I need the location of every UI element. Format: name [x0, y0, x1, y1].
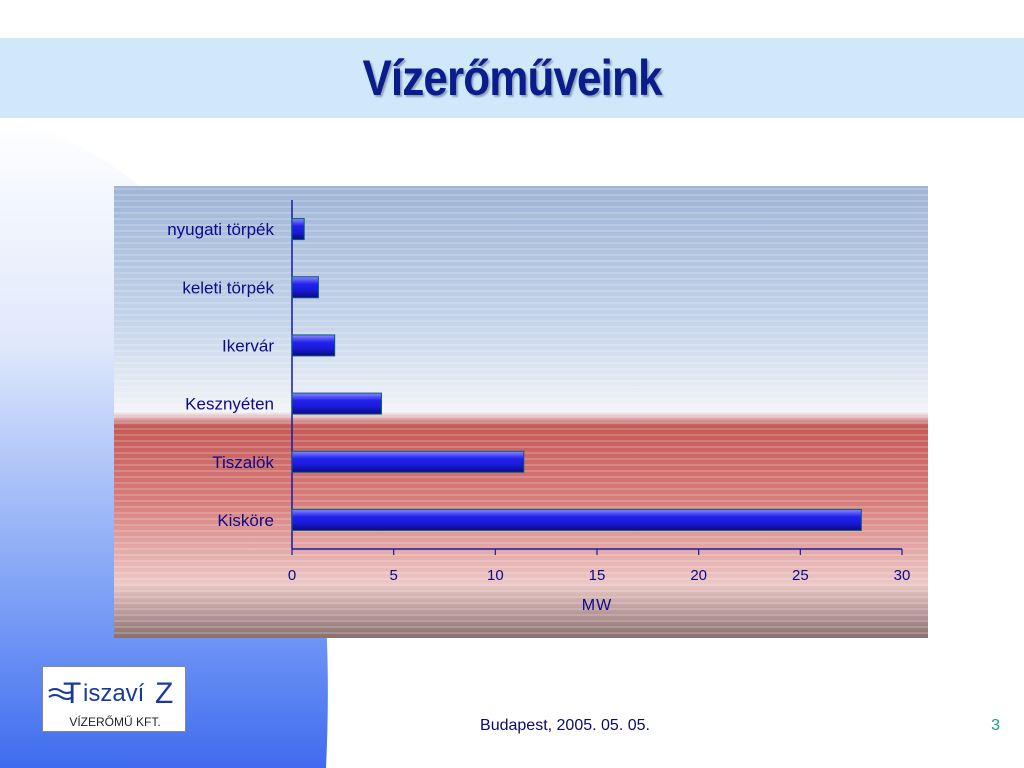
category-label: Kisköre: [217, 511, 274, 530]
bar-chart: nyugati törpék keleti törpék Ikervár Keszny…: [114, 186, 928, 638]
title-band: [0, 38, 1024, 118]
svg-text:Z: Z: [155, 677, 173, 710]
category-label: keleti törpék: [182, 278, 274, 297]
svg-text:iszaví: iszaví: [83, 680, 145, 707]
x-tick-label: 20: [690, 567, 707, 584]
x-tick-label: 15: [589, 567, 606, 584]
bar-nyugati-törpék: [291, 218, 305, 241]
bar-Tiszalök: [291, 450, 525, 473]
bar-Kisköre: [291, 508, 862, 531]
x-tick-label: 0: [288, 567, 296, 584]
page-number: 3: [991, 717, 1000, 734]
bar-keleti-törpék: [291, 276, 319, 299]
svg-text:T: T: [63, 677, 81, 710]
category-label: Kesznyéten: [185, 395, 274, 414]
bar-Kesznyéten: [291, 392, 382, 415]
logo-subtitle: VÍZERŐMŰ KFT.: [69, 715, 161, 729]
tiszaviz-logo-mark: T iszaví Z: [48, 677, 173, 710]
page-title: Vízerőműveink: [362, 50, 662, 106]
category-label: nyugati törpék: [167, 220, 274, 239]
x-tick-label: 30: [894, 567, 911, 584]
x-tick-label: 25: [792, 567, 809, 584]
company-logo: T iszaví Z VÍZERŐMŰ KFT.: [42, 666, 186, 732]
chart-background: [114, 186, 928, 638]
category-label: Tiszalök: [212, 453, 274, 472]
chart-panel: nyugati törpék keleti törpék Ikervár Keszny…: [114, 186, 928, 638]
x-tick-label: 10: [487, 567, 504, 584]
bar-Ikervár: [291, 334, 336, 357]
x-tick-label: 5: [389, 567, 397, 584]
x-axis-title: MW: [582, 597, 612, 614]
footer-date: Budapest, 2005. 05. 05.: [480, 717, 650, 734]
category-label: Ikervár: [222, 336, 274, 355]
